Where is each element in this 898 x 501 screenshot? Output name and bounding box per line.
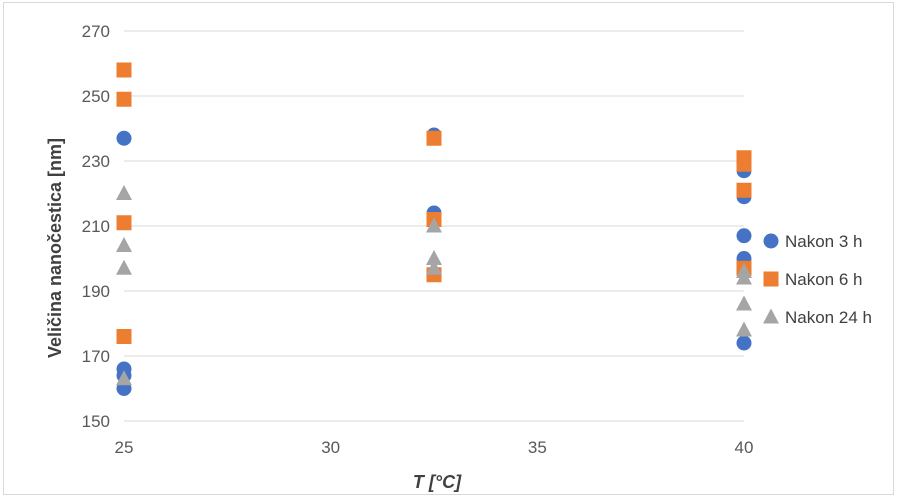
x-tick-label: 35 [528, 438, 547, 457]
data-point [426, 130, 442, 146]
data-point [736, 295, 752, 311]
y-tick-label: 270 [82, 22, 110, 41]
legend-entry: Nakon 24 h [763, 308, 872, 327]
legend-marker [763, 271, 779, 287]
y-tick-label: 210 [82, 217, 110, 236]
data-point [116, 370, 132, 386]
legend-entry: Nakon 3 h [763, 232, 863, 251]
y-axis-title: Veličina nanočestica [nm] [45, 138, 65, 358]
data-point [116, 185, 132, 200]
data-point [736, 156, 752, 172]
data-point [116, 259, 132, 275]
data-point [116, 329, 132, 344]
data-point [736, 335, 752, 351]
y-tick-label: 170 [82, 347, 110, 366]
data-point [736, 269, 752, 285]
y-tick-label: 190 [82, 282, 110, 301]
legend: Nakon 3 h Nakon 6 h Nakon 24 h [763, 232, 872, 327]
series-2 [116, 62, 752, 344]
x-tick-label: 40 [735, 438, 754, 457]
data-point [736, 182, 752, 198]
data-point [426, 259, 442, 275]
data-point [116, 91, 132, 107]
legend-label: Nakon 24 h [785, 308, 872, 327]
series-3 [116, 185, 752, 386]
data-point [116, 62, 132, 78]
x-tick-label: 30 [321, 438, 340, 457]
data-points [116, 62, 752, 396]
legend-marker [763, 233, 779, 249]
gridlines [124, 30, 744, 422]
y-tick-label: 230 [82, 152, 110, 171]
tick-labels: 150 170 190 210 230 250 270 25 30 35 40 [82, 22, 754, 457]
data-point [736, 321, 752, 337]
legend-entry: Nakon 6 h [763, 270, 863, 289]
legend-label: Nakon 6 h [785, 270, 863, 289]
x-axis-title: T [°C] [413, 472, 462, 492]
data-point [116, 130, 132, 146]
data-point [426, 250, 442, 265]
x-tick-label: 25 [115, 438, 134, 457]
data-point [426, 217, 442, 233]
data-point [736, 228, 752, 244]
legend-label: Nakon 3 h [785, 232, 863, 251]
data-point [116, 215, 132, 231]
y-tick-label: 150 [82, 412, 110, 431]
y-tick-label: 250 [82, 87, 110, 106]
legend-marker [763, 308, 779, 324]
data-point [116, 237, 132, 252]
